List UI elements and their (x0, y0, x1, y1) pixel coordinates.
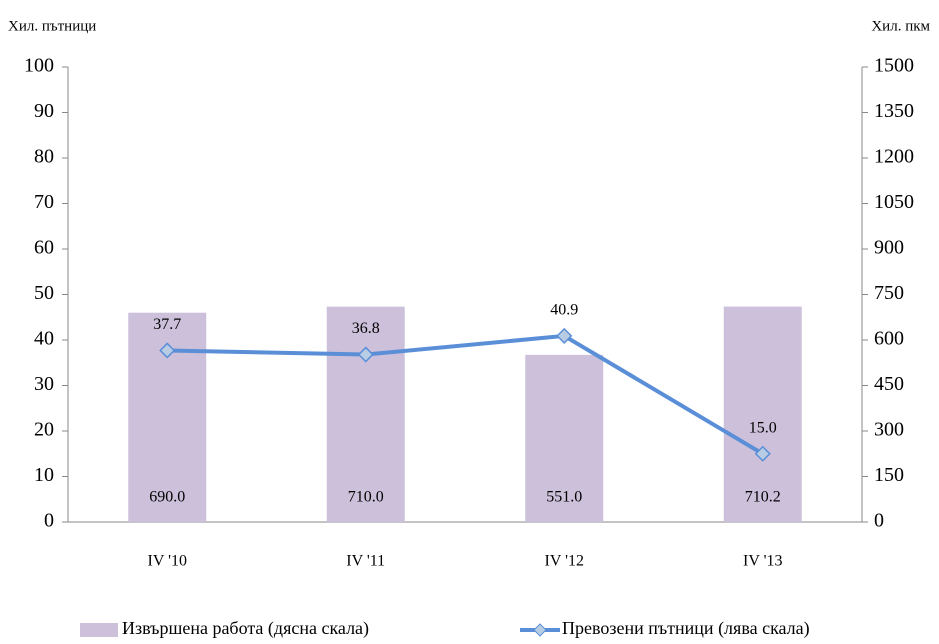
legend-marker (533, 623, 547, 637)
bar (723, 306, 802, 522)
bar (326, 306, 405, 522)
y-tick-label: 10 (34, 464, 54, 486)
x-tick-label: IV '10 (148, 553, 187, 570)
legend-label: Превозени пътници (лява скала) (562, 618, 810, 639)
y2-tick-label: 1050 (874, 191, 914, 213)
line-marker (159, 342, 176, 359)
y2-tick-label: 1500 (874, 55, 914, 77)
y-tick-label: 60 (34, 237, 54, 259)
line-value-label: 37.7 (153, 316, 181, 333)
y-tick-label: 20 (34, 419, 54, 441)
line-value-label: 40.9 (550, 302, 578, 319)
y2-tick-label: 450 (874, 373, 904, 395)
y-tick-label: 50 (34, 282, 54, 304)
y2-tick-label: 900 (874, 237, 904, 259)
y2-tick-label: 750 (874, 282, 904, 304)
line-marker (357, 346, 374, 363)
bar (525, 354, 604, 522)
y2-tick-label: 600 (874, 328, 904, 350)
line (167, 333, 764, 456)
bar-value-label: 551.0 (546, 489, 582, 506)
y2-tick-label: 150 (874, 464, 904, 486)
legend-label: Извършена работа (дясна скала) (122, 618, 369, 639)
y-tick-label: 30 (34, 373, 54, 395)
line-value-label: 36.8 (352, 320, 380, 337)
bar-value-label: 690.0 (149, 489, 185, 506)
y2-tick-label: 1200 (874, 146, 914, 168)
bar-value-label: 710.0 (348, 489, 384, 506)
y2-axis-title: Хил. пкм (871, 18, 930, 34)
line-value-label: 15.0 (749, 419, 777, 436)
y2-tick-label: 1350 (874, 100, 914, 122)
y2-tick-label: 0 (874, 510, 884, 532)
y2-tick-label: 300 (874, 419, 904, 441)
line-marker (754, 445, 771, 462)
y-tick-label: 70 (34, 191, 54, 213)
y-tick-label: 90 (34, 100, 54, 122)
legend-swatch (80, 623, 118, 637)
x-tick-label: IV '12 (545, 553, 584, 570)
x-tick-label: IV '13 (743, 553, 782, 570)
y-axis-title: Хил. пътници (8, 18, 96, 34)
x-tick-label: IV '11 (346, 553, 385, 570)
y-tick-label: 0 (44, 510, 54, 532)
y-tick-label: 40 (34, 328, 54, 350)
line-marker (556, 327, 573, 344)
bar-value-label: 710.2 (745, 489, 781, 506)
y-tick-label: 80 (34, 146, 54, 168)
y-tick-label: 100 (24, 55, 54, 77)
